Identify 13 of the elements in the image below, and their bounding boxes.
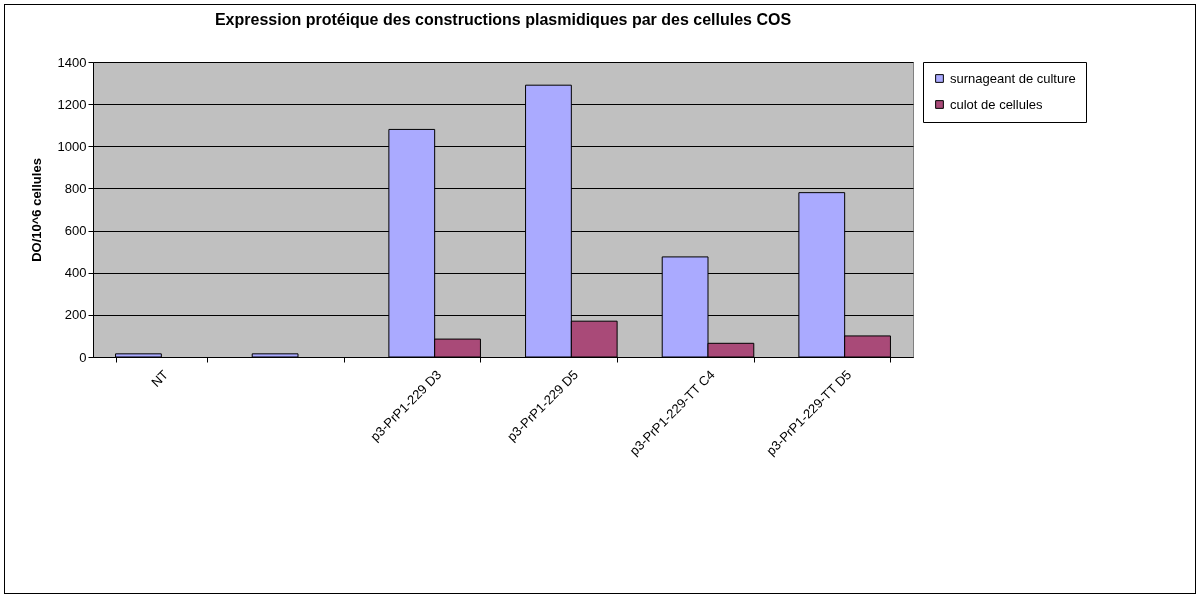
y-tick-label: 800 xyxy=(64,180,87,196)
x-tick-label: NT xyxy=(148,367,172,390)
y-tick-label: 1200 xyxy=(57,96,87,112)
legend-label: culot de cellules xyxy=(950,96,1043,112)
y-tick-label: 1000 xyxy=(57,138,87,154)
y-axis-title: DO/10^6 cellules xyxy=(28,158,44,262)
chart-title: Expression protéique des constructions plasmidiques par des cellules COS xyxy=(214,11,792,28)
y-tick-label: 0 xyxy=(79,349,87,365)
y-tick-label: 400 xyxy=(64,265,87,281)
y-tick-label: 600 xyxy=(64,223,87,239)
legend-label: surnageant de culture xyxy=(950,70,1076,86)
y-tick-label: 1400 xyxy=(57,54,87,70)
y-tick-label: 200 xyxy=(64,307,87,323)
